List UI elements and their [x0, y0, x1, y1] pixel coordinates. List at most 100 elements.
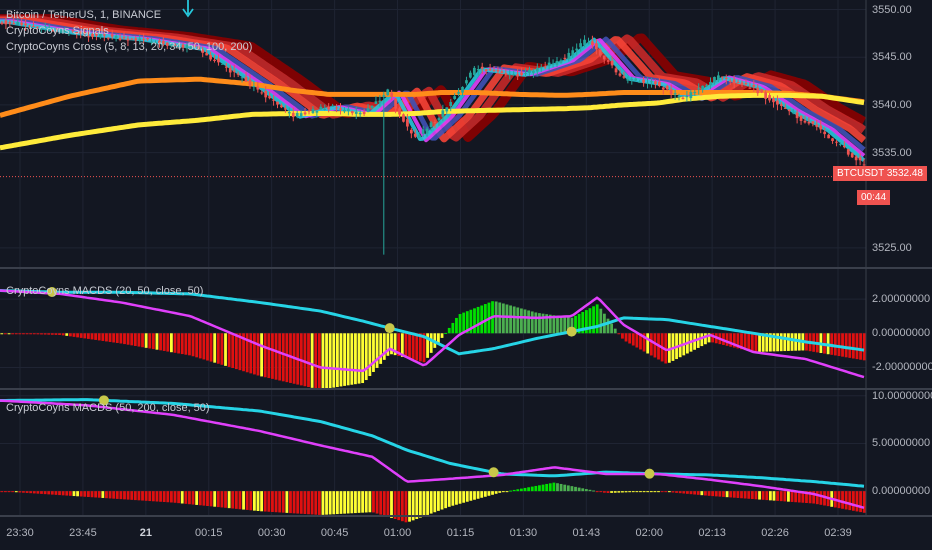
histogram-bar [231, 333, 235, 369]
histogram-bar [848, 333, 852, 358]
histogram-bar [711, 491, 715, 497]
time-axis-tick-label: 00:30 [257, 527, 286, 539]
histogram-bar [119, 491, 123, 500]
histogram-bar [530, 486, 534, 492]
histogram-bar [184, 491, 188, 504]
histogram-bar [260, 491, 264, 512]
histogram-bar [473, 308, 476, 334]
histogram-bar [101, 491, 105, 498]
histogram-bar [779, 491, 783, 502]
histogram-bar [465, 311, 469, 334]
candle-body [87, 36, 90, 38]
histogram-bar [455, 317, 458, 334]
histogram-bar [649, 491, 653, 493]
histogram-bar [115, 491, 119, 499]
time-axis-tick-label: 23:30 [6, 527, 34, 539]
histogram-bar [855, 333, 859, 360]
signal-line [0, 398, 865, 488]
histogram-bar [599, 491, 603, 493]
histogram-bar [112, 333, 116, 343]
candle-body [842, 145, 846, 148]
histogram-bar [552, 482, 556, 492]
histogram-bar [646, 491, 650, 493]
histogram-bar [357, 491, 361, 513]
candle-body [780, 104, 783, 106]
candle-body [646, 82, 649, 84]
histogram-bar [97, 333, 101, 341]
macds-2-label[interactable]: CryptoCoyns MACDS (50, 200, close, 50) [6, 402, 210, 414]
histogram-bar [707, 333, 711, 343]
candle-body [618, 73, 622, 76]
pane-separators[interactable] [0, 0, 932, 517]
macds-pane-1[interactable] [0, 286, 866, 390]
histogram-bar [664, 491, 668, 493]
histogram-bar [307, 333, 310, 388]
macds-pane-2[interactable] [0, 395, 866, 523]
candle-body [165, 42, 169, 46]
candle-body [28, 25, 31, 27]
histogram-bar [267, 491, 271, 512]
candle-body [185, 44, 189, 49]
candle-body [106, 37, 110, 39]
candle-body [295, 113, 299, 117]
histogram-bar [130, 333, 134, 346]
histogram-bar [621, 491, 624, 493]
histogram-bar [610, 491, 614, 493]
candle-body [256, 86, 260, 90]
histogram-bar [202, 333, 206, 360]
histogram-bar [685, 491, 689, 494]
indicator-cross-label[interactable]: CryptoCoyns Cross (5, 8, 13, 20, 34, 50,… [6, 41, 253, 53]
candle-body [524, 72, 527, 74]
price-pane[interactable] [0, 14, 867, 255]
histogram-bar [556, 483, 559, 492]
histogram-bar [729, 491, 733, 498]
histogram-bar [209, 491, 213, 507]
histogram-bar [538, 313, 541, 334]
histogram-bar [747, 333, 751, 351]
histogram-bar [141, 491, 144, 501]
histogram-bar [501, 303, 505, 334]
histogram-bar [772, 491, 776, 501]
candle-body [284, 108, 287, 110]
candle-body [665, 85, 669, 90]
candle-body [591, 41, 594, 46]
histogram-bar [50, 491, 54, 495]
histogram-bar [534, 485, 538, 492]
histogram-bar [447, 327, 451, 334]
histogram-bar [299, 491, 303, 514]
candle-body [669, 89, 673, 95]
histogram-bar [787, 491, 790, 502]
histogram-bar [115, 333, 119, 343]
histogram-bar [249, 333, 253, 374]
histogram-bar [844, 491, 848, 510]
histogram-bar [148, 333, 152, 349]
histogram-bar [11, 333, 15, 335]
symbol-title[interactable]: Bitcoin / TetherUS, 1, BINANCE [6, 9, 162, 21]
histogram-bar [660, 491, 664, 493]
histogram-bar [606, 491, 610, 493]
candle-body [457, 92, 460, 94]
candle-body [350, 111, 354, 114]
candle-body [4, 20, 8, 25]
histogram-bar [483, 304, 487, 334]
candle-body [610, 60, 614, 66]
candle-body [343, 109, 346, 112]
histogram-bar [61, 491, 65, 496]
macds-1-label[interactable]: CryptoCoyns MACDS (20, 50, close, 50) [6, 285, 204, 297]
candle-body [492, 70, 496, 72]
candle-body [366, 108, 370, 112]
histogram-bar [794, 333, 798, 351]
candle-body [406, 119, 409, 127]
histogram-bar [649, 333, 653, 356]
histogram-bar [191, 491, 195, 505]
histogram-bar [722, 491, 725, 497]
candle-body [744, 83, 748, 85]
time-axis-tick-label: 02:26 [761, 527, 789, 539]
candle-body [331, 105, 334, 107]
indicator-signals-label[interactable]: CryptoCoyns Signals [6, 25, 109, 37]
candle-body [587, 42, 590, 44]
histogram-bar [79, 333, 83, 338]
histogram-bar [47, 333, 51, 335]
last-price-symbol: BTCUSDT [837, 168, 885, 179]
